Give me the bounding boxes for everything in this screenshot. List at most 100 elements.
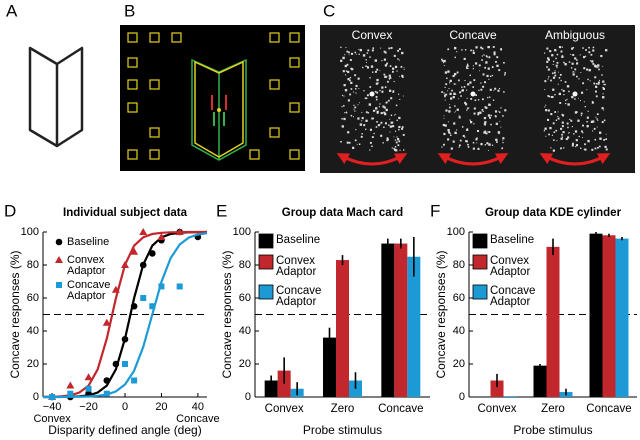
dot xyxy=(561,89,563,91)
y-tick-label: 100 xyxy=(21,226,39,238)
dot xyxy=(398,116,401,120)
bar xyxy=(533,365,547,397)
dot xyxy=(488,143,491,146)
dot xyxy=(554,49,557,52)
dot xyxy=(576,59,578,61)
dot xyxy=(395,113,397,115)
dot xyxy=(347,70,350,74)
dot xyxy=(358,53,360,55)
dot xyxy=(551,54,554,57)
dot xyxy=(586,89,588,91)
dot xyxy=(382,142,384,144)
dot xyxy=(544,106,546,108)
dot xyxy=(447,70,450,73)
dot xyxy=(347,77,350,81)
dot xyxy=(563,93,565,96)
dot xyxy=(369,141,372,144)
dot xyxy=(403,68,405,70)
dot xyxy=(485,61,488,64)
dot xyxy=(340,59,343,62)
dot xyxy=(486,55,488,58)
dot xyxy=(587,110,589,112)
dot xyxy=(454,131,457,135)
dot xyxy=(594,85,597,88)
dot xyxy=(379,89,381,92)
dot xyxy=(349,59,352,61)
dot xyxy=(583,67,586,70)
legend-swatch xyxy=(258,233,274,249)
dot xyxy=(394,146,397,148)
dot xyxy=(466,64,469,67)
dot xyxy=(459,139,462,142)
legend-swatch xyxy=(472,233,488,249)
dot xyxy=(588,51,591,54)
legend-swatch xyxy=(472,254,488,270)
dot xyxy=(476,137,478,139)
dot xyxy=(341,94,344,96)
dot xyxy=(388,124,390,126)
dot xyxy=(367,66,370,69)
dot xyxy=(473,107,476,110)
dot xyxy=(480,82,482,84)
dot xyxy=(401,127,404,130)
dot xyxy=(496,56,499,59)
dot xyxy=(482,98,484,101)
dot xyxy=(582,47,584,49)
dot xyxy=(375,82,378,85)
data-point xyxy=(139,228,148,235)
dot xyxy=(398,128,400,131)
dot xyxy=(499,120,501,122)
dot xyxy=(472,68,474,70)
dot xyxy=(476,142,478,144)
dot xyxy=(469,81,472,84)
bar xyxy=(503,396,517,397)
dot xyxy=(584,105,586,108)
dot xyxy=(377,124,380,127)
dot xyxy=(388,47,391,50)
dot xyxy=(359,102,360,104)
dot xyxy=(352,91,354,93)
dot xyxy=(594,147,597,150)
dot xyxy=(468,107,470,109)
dot xyxy=(560,50,563,53)
dot xyxy=(550,96,553,98)
dot xyxy=(383,73,386,76)
dot xyxy=(376,78,379,82)
dot xyxy=(501,147,504,150)
dot xyxy=(359,48,362,52)
dot xyxy=(544,88,546,90)
legend-marker xyxy=(55,256,63,263)
dot xyxy=(544,52,546,54)
dot xyxy=(481,59,483,61)
y-tick-label: 80 xyxy=(27,259,39,271)
dot xyxy=(479,111,482,114)
dot xyxy=(357,77,360,80)
dot xyxy=(447,90,449,92)
dot xyxy=(491,144,494,146)
dot xyxy=(473,112,476,115)
dot xyxy=(359,123,363,126)
dot xyxy=(595,116,597,118)
dot xyxy=(458,116,461,119)
dot xyxy=(555,64,558,67)
x-tick-label: −20 xyxy=(79,401,98,413)
legend-swatch xyxy=(258,284,274,300)
stimulus-display xyxy=(120,25,305,171)
dot xyxy=(445,83,448,86)
dot xyxy=(401,126,404,128)
dot xyxy=(357,117,360,120)
legend-label: Baseline xyxy=(67,236,110,248)
dot xyxy=(477,113,480,116)
dot xyxy=(496,141,498,143)
dot xyxy=(576,62,579,65)
dot xyxy=(480,143,483,146)
dot xyxy=(343,84,346,87)
data-point xyxy=(130,247,139,255)
dot xyxy=(480,88,483,91)
dot xyxy=(383,106,386,109)
data-point xyxy=(158,283,165,290)
dot xyxy=(595,83,598,85)
dot xyxy=(597,119,599,121)
dot xyxy=(349,93,352,96)
panel-label: F xyxy=(430,201,440,220)
